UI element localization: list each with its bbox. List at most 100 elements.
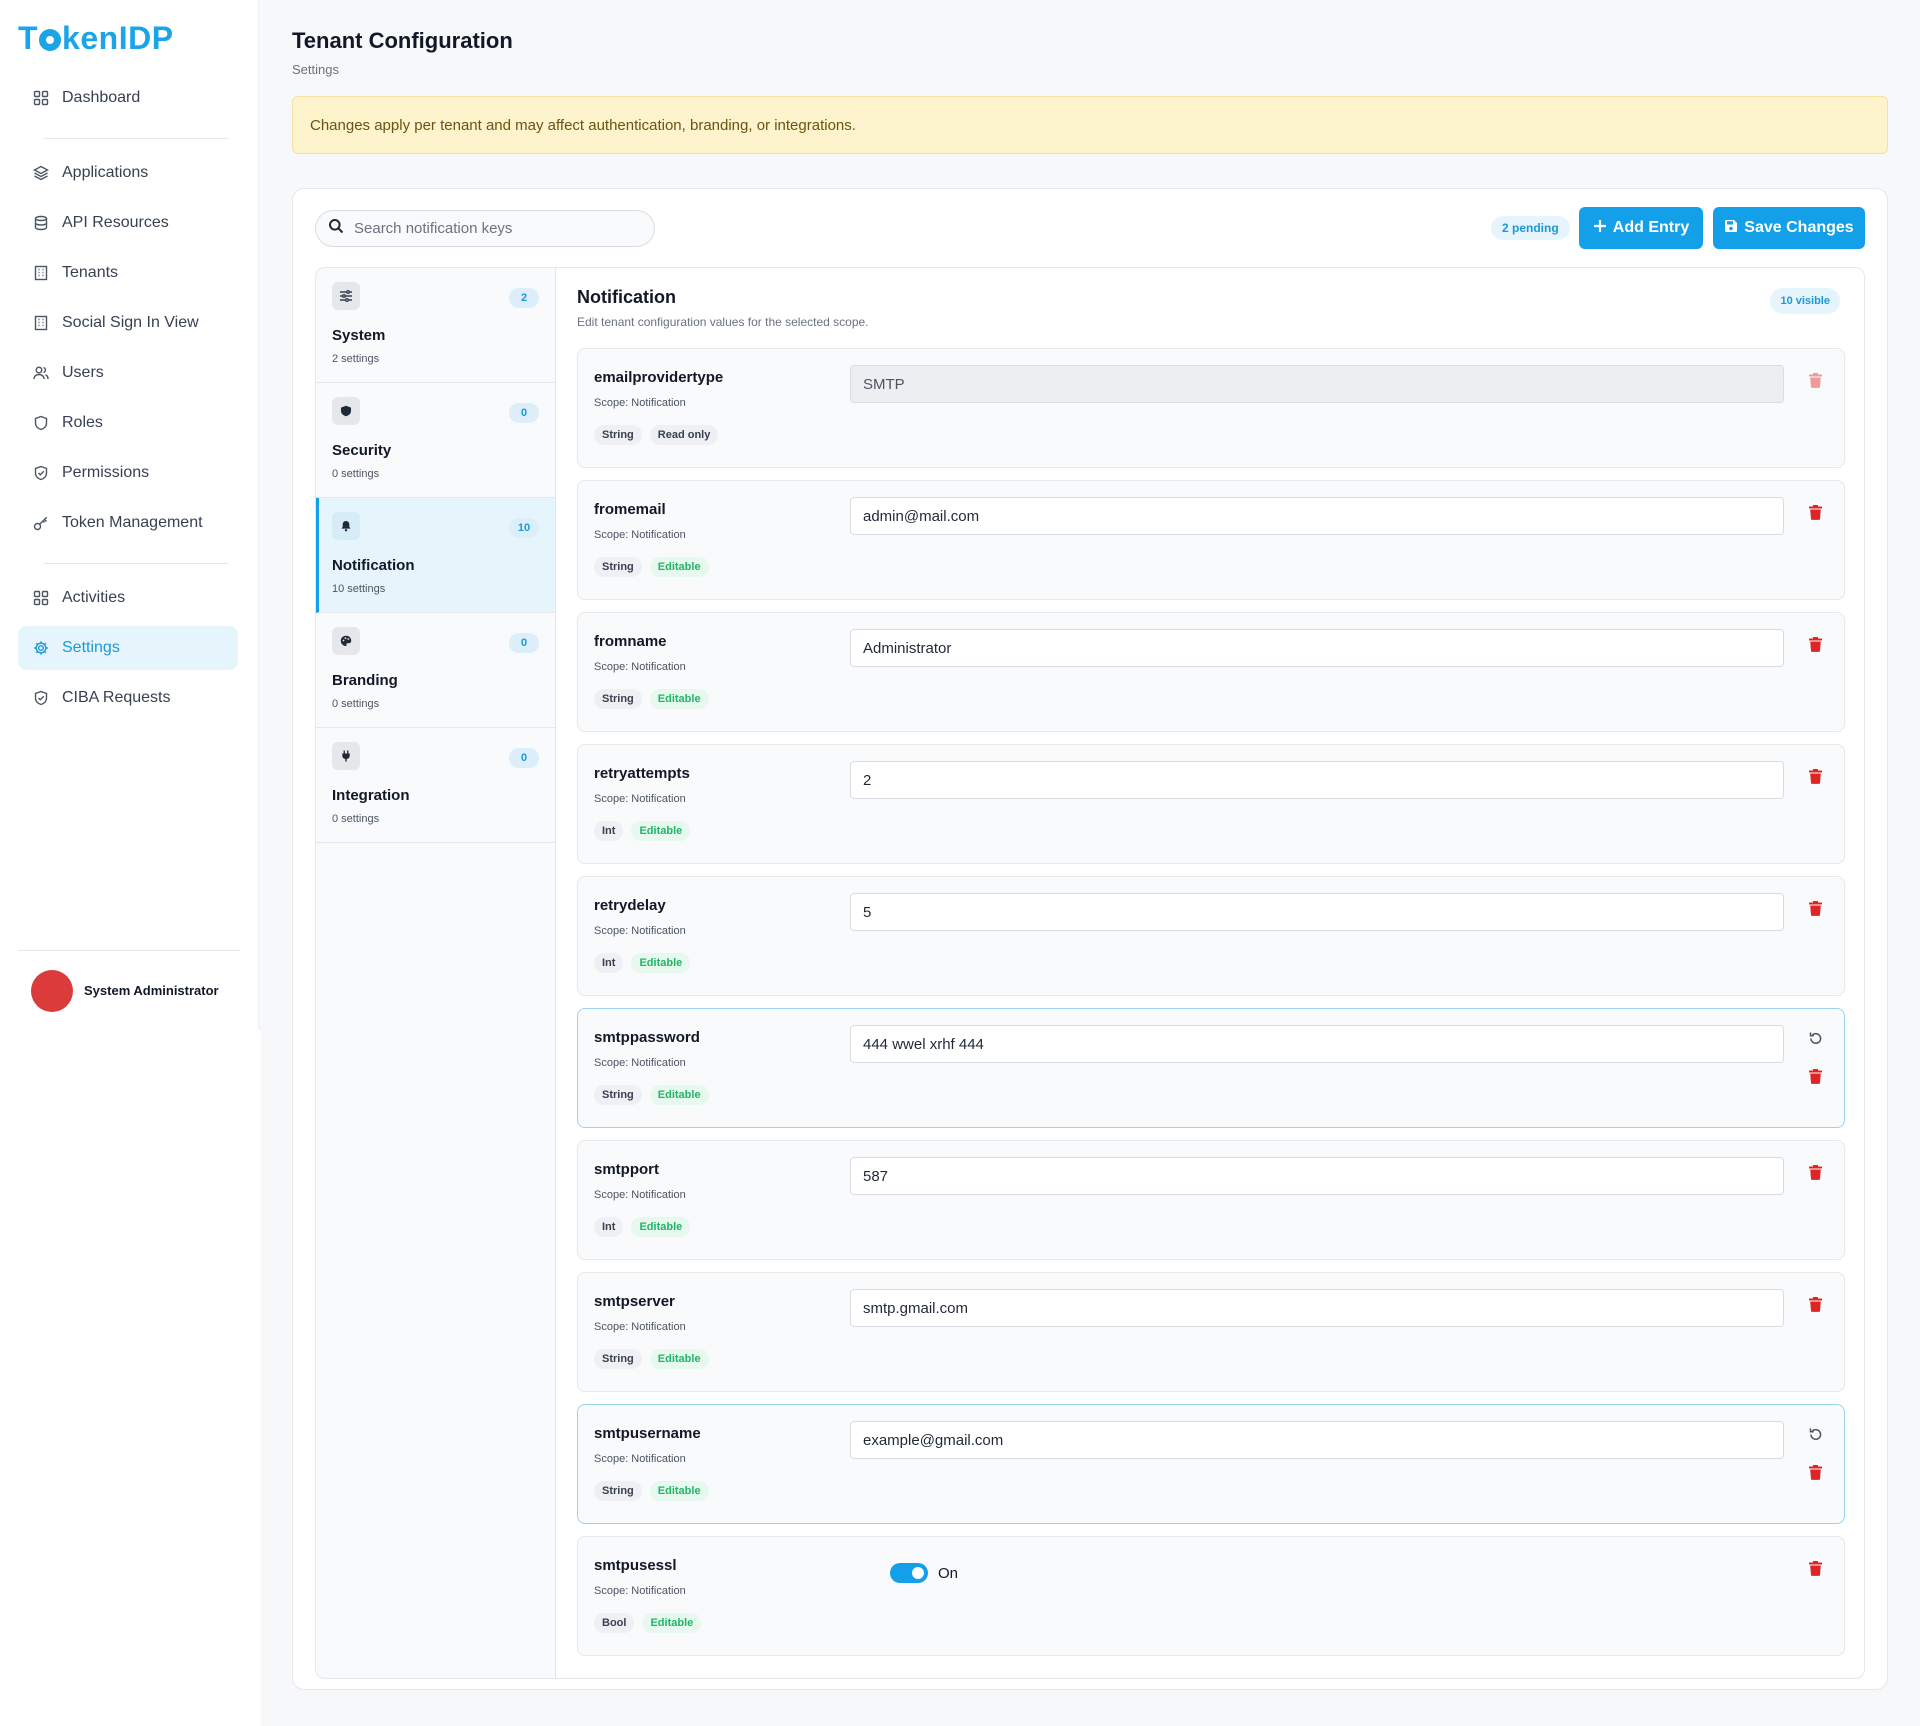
sidebar-item-tenants[interactable]: Tenants (18, 251, 238, 295)
trash-icon[interactable] (1806, 503, 1824, 521)
scope-count-badge: 0 (509, 403, 539, 423)
sidebar-item-label: Roles (62, 414, 103, 431)
config-entry: smtppassword Scope: Notification String E… (577, 1008, 1845, 1128)
type-tag: Bool (594, 1613, 635, 1633)
trash-icon[interactable] (1806, 1295, 1824, 1313)
ssl-toggle[interactable] (890, 1563, 928, 1583)
entry-value-input[interactable] (850, 1025, 1784, 1063)
readonly-tag: Read only (649, 425, 719, 445)
config-entry: fromemail Scope: Notification String Edit… (577, 480, 1845, 600)
alert-text: Changes apply per tenant and may affect … (310, 116, 856, 134)
trash-icon[interactable] (1806, 1067, 1824, 1085)
search-box[interactable] (315, 210, 655, 247)
sidebar-item-users[interactable]: Users (18, 351, 238, 395)
scope-summary: 0 settings (332, 813, 380, 825)
scope-count-badge: 0 (509, 633, 539, 653)
trash-icon[interactable] (1806, 767, 1824, 785)
editable-tag: Editable (642, 1613, 702, 1633)
entry-scope: Scope: Notification (594, 925, 686, 937)
config-entry: smtpusessl Scope: Notification Bool Edita… (577, 1536, 1845, 1656)
entry-value-input[interactable] (850, 629, 1784, 667)
config-entry: smtpusername Scope: Notification String E… (577, 1404, 1845, 1524)
entry-key: smtpport (594, 1161, 659, 1178)
type-tag: String (594, 689, 642, 709)
scope-item-system[interactable]: 2 System 2 settings (316, 268, 555, 383)
editable-tag: Editable (649, 689, 709, 709)
scope-name: Notification (332, 557, 415, 574)
entry-value-input (850, 365, 1784, 403)
save-changes-button[interactable]: Save Changes (1713, 207, 1865, 249)
shield-icon (332, 397, 360, 425)
trash-icon[interactable] (1806, 1163, 1824, 1181)
save-changes-label: Save Changes (1744, 219, 1854, 236)
scope-summary: 0 settings (332, 698, 380, 710)
scope-name: System (332, 327, 386, 344)
entry-key: retrydelay (594, 897, 666, 914)
add-entry-button[interactable]: Add Entry (1579, 207, 1703, 249)
editable-tag: Editable (631, 953, 691, 973)
sidebar-item-permissions[interactable]: Permissions (18, 451, 238, 495)
scope-item-security[interactable]: 0 Security 0 settings (316, 383, 555, 498)
entry-scope: Scope: Notification (594, 1453, 686, 1465)
key-icon (32, 514, 50, 532)
entry-key: smtpserver (594, 1293, 675, 1310)
entry-value-input[interactable] (850, 1421, 1784, 1459)
warning-alert: Changes apply per tenant and may affect … (292, 96, 1888, 154)
sidebar-item-token-management[interactable]: Token Management (18, 501, 238, 545)
shield-check-icon (32, 689, 50, 707)
entry-value-input[interactable] (850, 497, 1784, 535)
scope-count-badge: 0 (509, 748, 539, 768)
settings-panel: 2 System 2 settings 0 Security 0 setting… (315, 267, 1865, 1679)
search-input[interactable] (354, 220, 644, 237)
grid-icon (32, 589, 50, 607)
plus-icon (1593, 219, 1607, 238)
sidebar-item-social-sign-in-view[interactable]: Social Sign In View (18, 301, 238, 345)
config-entry: emailprovidertype Scope: Notification St… (577, 348, 1845, 468)
trash-icon[interactable] (1806, 899, 1824, 917)
type-tag: String (594, 1349, 642, 1369)
trash-icon[interactable] (1806, 1463, 1824, 1481)
entry-value-input[interactable] (850, 1157, 1784, 1195)
sidebar-item-label: Token Management (62, 514, 203, 531)
scope-item-notification[interactable]: 10 Notification 10 settings (316, 498, 555, 613)
user-name: System Administrator (84, 983, 219, 998)
scope-name: Integration (332, 787, 410, 804)
entry-value-input[interactable] (850, 761, 1784, 799)
type-tag: Int (594, 1217, 624, 1237)
sidebar-item-label: Activities (62, 589, 126, 606)
sidebar-item-dashboard[interactable]: Dashboard (18, 76, 238, 120)
avatar[interactable] (31, 970, 73, 1012)
trash-icon[interactable] (1806, 635, 1824, 653)
entry-scope: Scope: Notification (594, 1321, 686, 1333)
bell-icon (332, 512, 360, 540)
type-tag: String (594, 1085, 642, 1105)
entry-scope: Scope: Notification (594, 1189, 686, 1201)
search-icon (328, 218, 344, 239)
sidebar-item-label: Tenants (62, 264, 119, 281)
scope-item-integration[interactable]: 0 Integration 0 settings (316, 728, 555, 843)
scope-summary: 0 settings (332, 468, 380, 480)
sidebar-item-settings[interactable]: Settings (18, 626, 238, 670)
trash-icon[interactable] (1806, 371, 1824, 389)
editable-tag: Editable (631, 821, 691, 841)
type-tag: Int (594, 953, 624, 973)
sidebar-item-ciba-requests[interactable]: CIBA Requests (18, 676, 238, 720)
sidebar-item-roles[interactable]: Roles (18, 401, 238, 445)
scope-item-branding[interactable]: 0 Branding 0 settings (316, 613, 555, 728)
entry-value-input[interactable] (850, 893, 1784, 931)
undo-icon[interactable] (1806, 1029, 1824, 1047)
config-entry: fromname Scope: Notification String Edita… (577, 612, 1845, 732)
sidebar-item-activities[interactable]: Activities (18, 576, 238, 620)
undo-icon[interactable] (1806, 1425, 1824, 1443)
sidebar-item-api-resources[interactable]: API Resources (18, 201, 238, 245)
type-tag: String (594, 557, 642, 577)
gear-icon (32, 639, 50, 657)
entry-key: smtppassword (594, 1029, 700, 1046)
sidebar-item-applications[interactable]: Applications (18, 151, 238, 195)
trash-icon[interactable] (1806, 1559, 1824, 1577)
entry-key: emailprovidertype (594, 369, 724, 386)
type-tag: Int (594, 821, 624, 841)
entry-key: retryattempts (594, 765, 690, 782)
entry-value-input[interactable] (850, 1289, 1784, 1327)
